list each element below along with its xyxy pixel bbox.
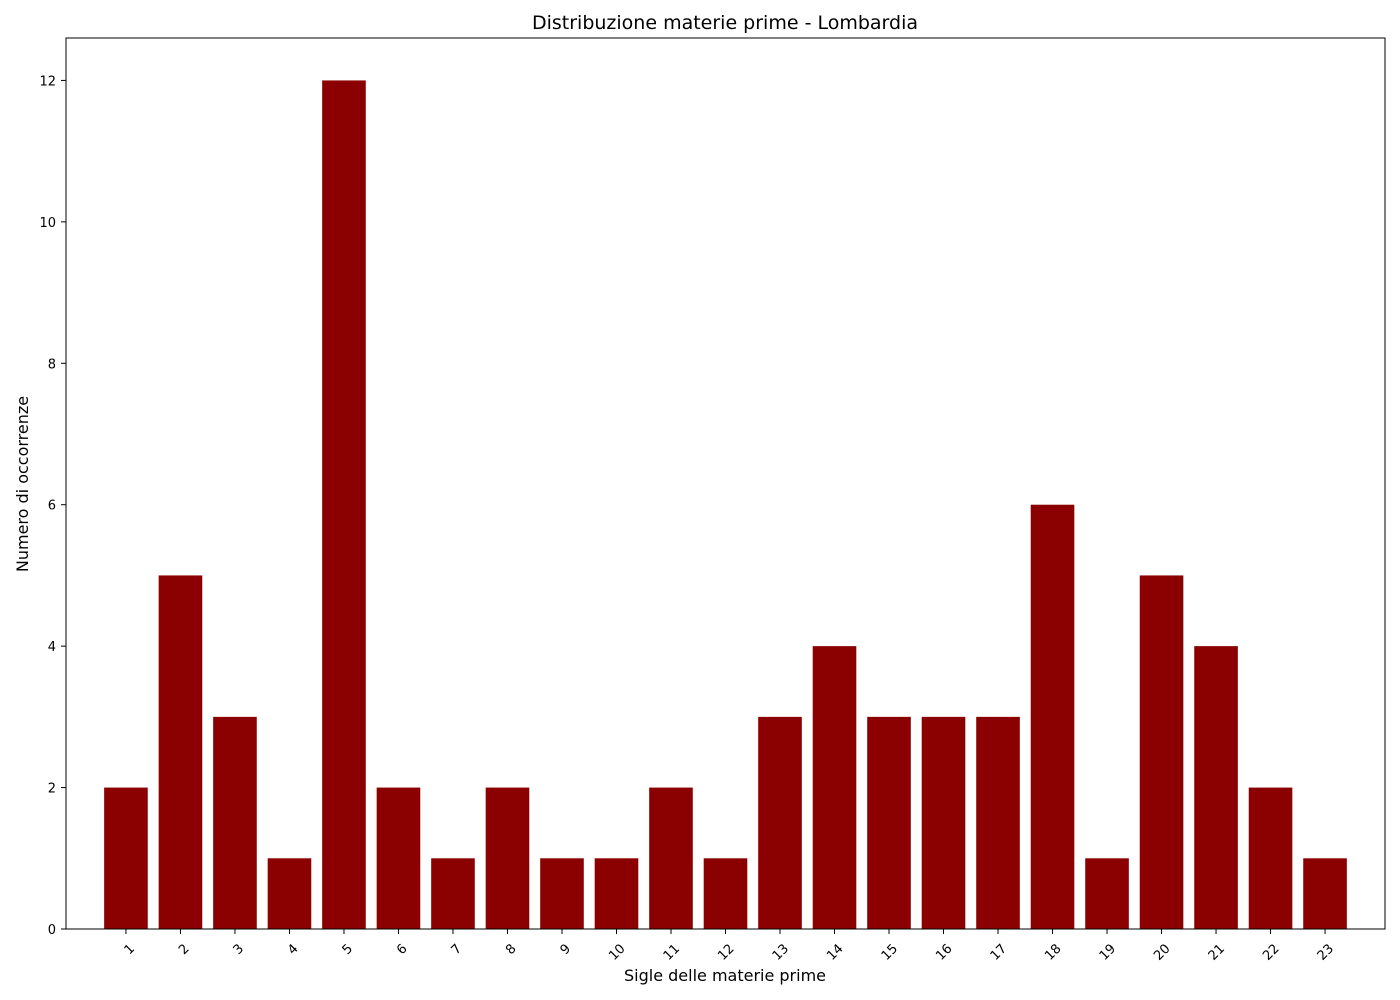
x-tick-label: 4 bbox=[285, 941, 301, 957]
x-tick-label: 19 bbox=[1097, 941, 1119, 963]
chart-title: Distribuzione materie prime - Lombardia bbox=[532, 12, 918, 34]
bar-23 bbox=[1303, 858, 1347, 929]
y-axis-label: Numero di occorrenze bbox=[13, 396, 32, 572]
bars-group bbox=[104, 80, 1347, 930]
bar-1 bbox=[104, 787, 148, 929]
bar-11 bbox=[649, 787, 693, 929]
bar-2 bbox=[158, 575, 203, 929]
x-tick-label: 13 bbox=[770, 941, 792, 963]
x-tick-label: 21 bbox=[1206, 941, 1228, 963]
x-tick-label: 8 bbox=[503, 941, 519, 957]
bar-20 bbox=[1139, 575, 1184, 929]
x-tick-label: 20 bbox=[1151, 941, 1173, 963]
bar-10 bbox=[594, 858, 639, 929]
x-tick-label: 1 bbox=[122, 941, 138, 957]
bar-18 bbox=[1030, 504, 1075, 929]
y-tick-label: 8 bbox=[48, 357, 56, 372]
bar-7 bbox=[431, 858, 475, 929]
x-tick-label: 9 bbox=[558, 941, 574, 957]
bar-21 bbox=[1194, 646, 1238, 929]
y-tick-label: 12 bbox=[39, 74, 56, 89]
bar-16 bbox=[921, 716, 966, 929]
bar-9 bbox=[540, 858, 584, 929]
x-tick-label: 23 bbox=[1315, 941, 1337, 963]
x-tick-label: 16 bbox=[933, 941, 955, 963]
x-tick-label: 12 bbox=[715, 941, 737, 963]
y-tick-label: 6 bbox=[48, 499, 56, 514]
x-axis-label: Sigle delle materie prime bbox=[624, 966, 826, 985]
bar-12 bbox=[703, 858, 748, 929]
bar-19 bbox=[1085, 858, 1129, 929]
y-tick-label: 4 bbox=[48, 640, 56, 655]
bar-14 bbox=[812, 646, 857, 929]
y-axis: 0 2 4 6 8 10 12 bbox=[39, 74, 66, 938]
x-tick-label: 18 bbox=[1042, 941, 1064, 963]
x-tick-label: 11 bbox=[661, 941, 683, 963]
bar-3 bbox=[213, 716, 257, 929]
x-tick-label: 14 bbox=[824, 941, 846, 963]
bar-17 bbox=[976, 716, 1020, 929]
bar-5 bbox=[322, 80, 366, 930]
x-tick-label: 5 bbox=[340, 941, 356, 957]
bar-4 bbox=[267, 858, 312, 929]
plot-frame bbox=[65, 37, 1386, 930]
x-tick-label: 3 bbox=[231, 941, 247, 957]
bar-22 bbox=[1248, 787, 1293, 929]
bar-13 bbox=[758, 716, 802, 929]
y-tick-label: 2 bbox=[48, 782, 56, 797]
x-tick-label: 15 bbox=[879, 941, 901, 963]
x-tick-label: 2 bbox=[176, 941, 192, 957]
x-tick-label: 7 bbox=[449, 941, 465, 957]
x-tick-label: 6 bbox=[394, 941, 410, 957]
bar-8 bbox=[485, 787, 530, 929]
y-tick-label: 10 bbox=[39, 216, 56, 231]
bar-15 bbox=[867, 716, 911, 929]
x-tick-label: 22 bbox=[1260, 941, 1282, 963]
y-tick-label: 0 bbox=[48, 923, 56, 938]
x-axis: 1 2 3 4 5 6 7 8 9 10 11 12 13 14 15 16 17 18 19 20 21 22 23 bbox=[122, 929, 1337, 964]
bar-6 bbox=[376, 787, 421, 929]
x-tick-label: 10 bbox=[606, 941, 628, 963]
x-tick-label: 17 bbox=[988, 941, 1010, 963]
